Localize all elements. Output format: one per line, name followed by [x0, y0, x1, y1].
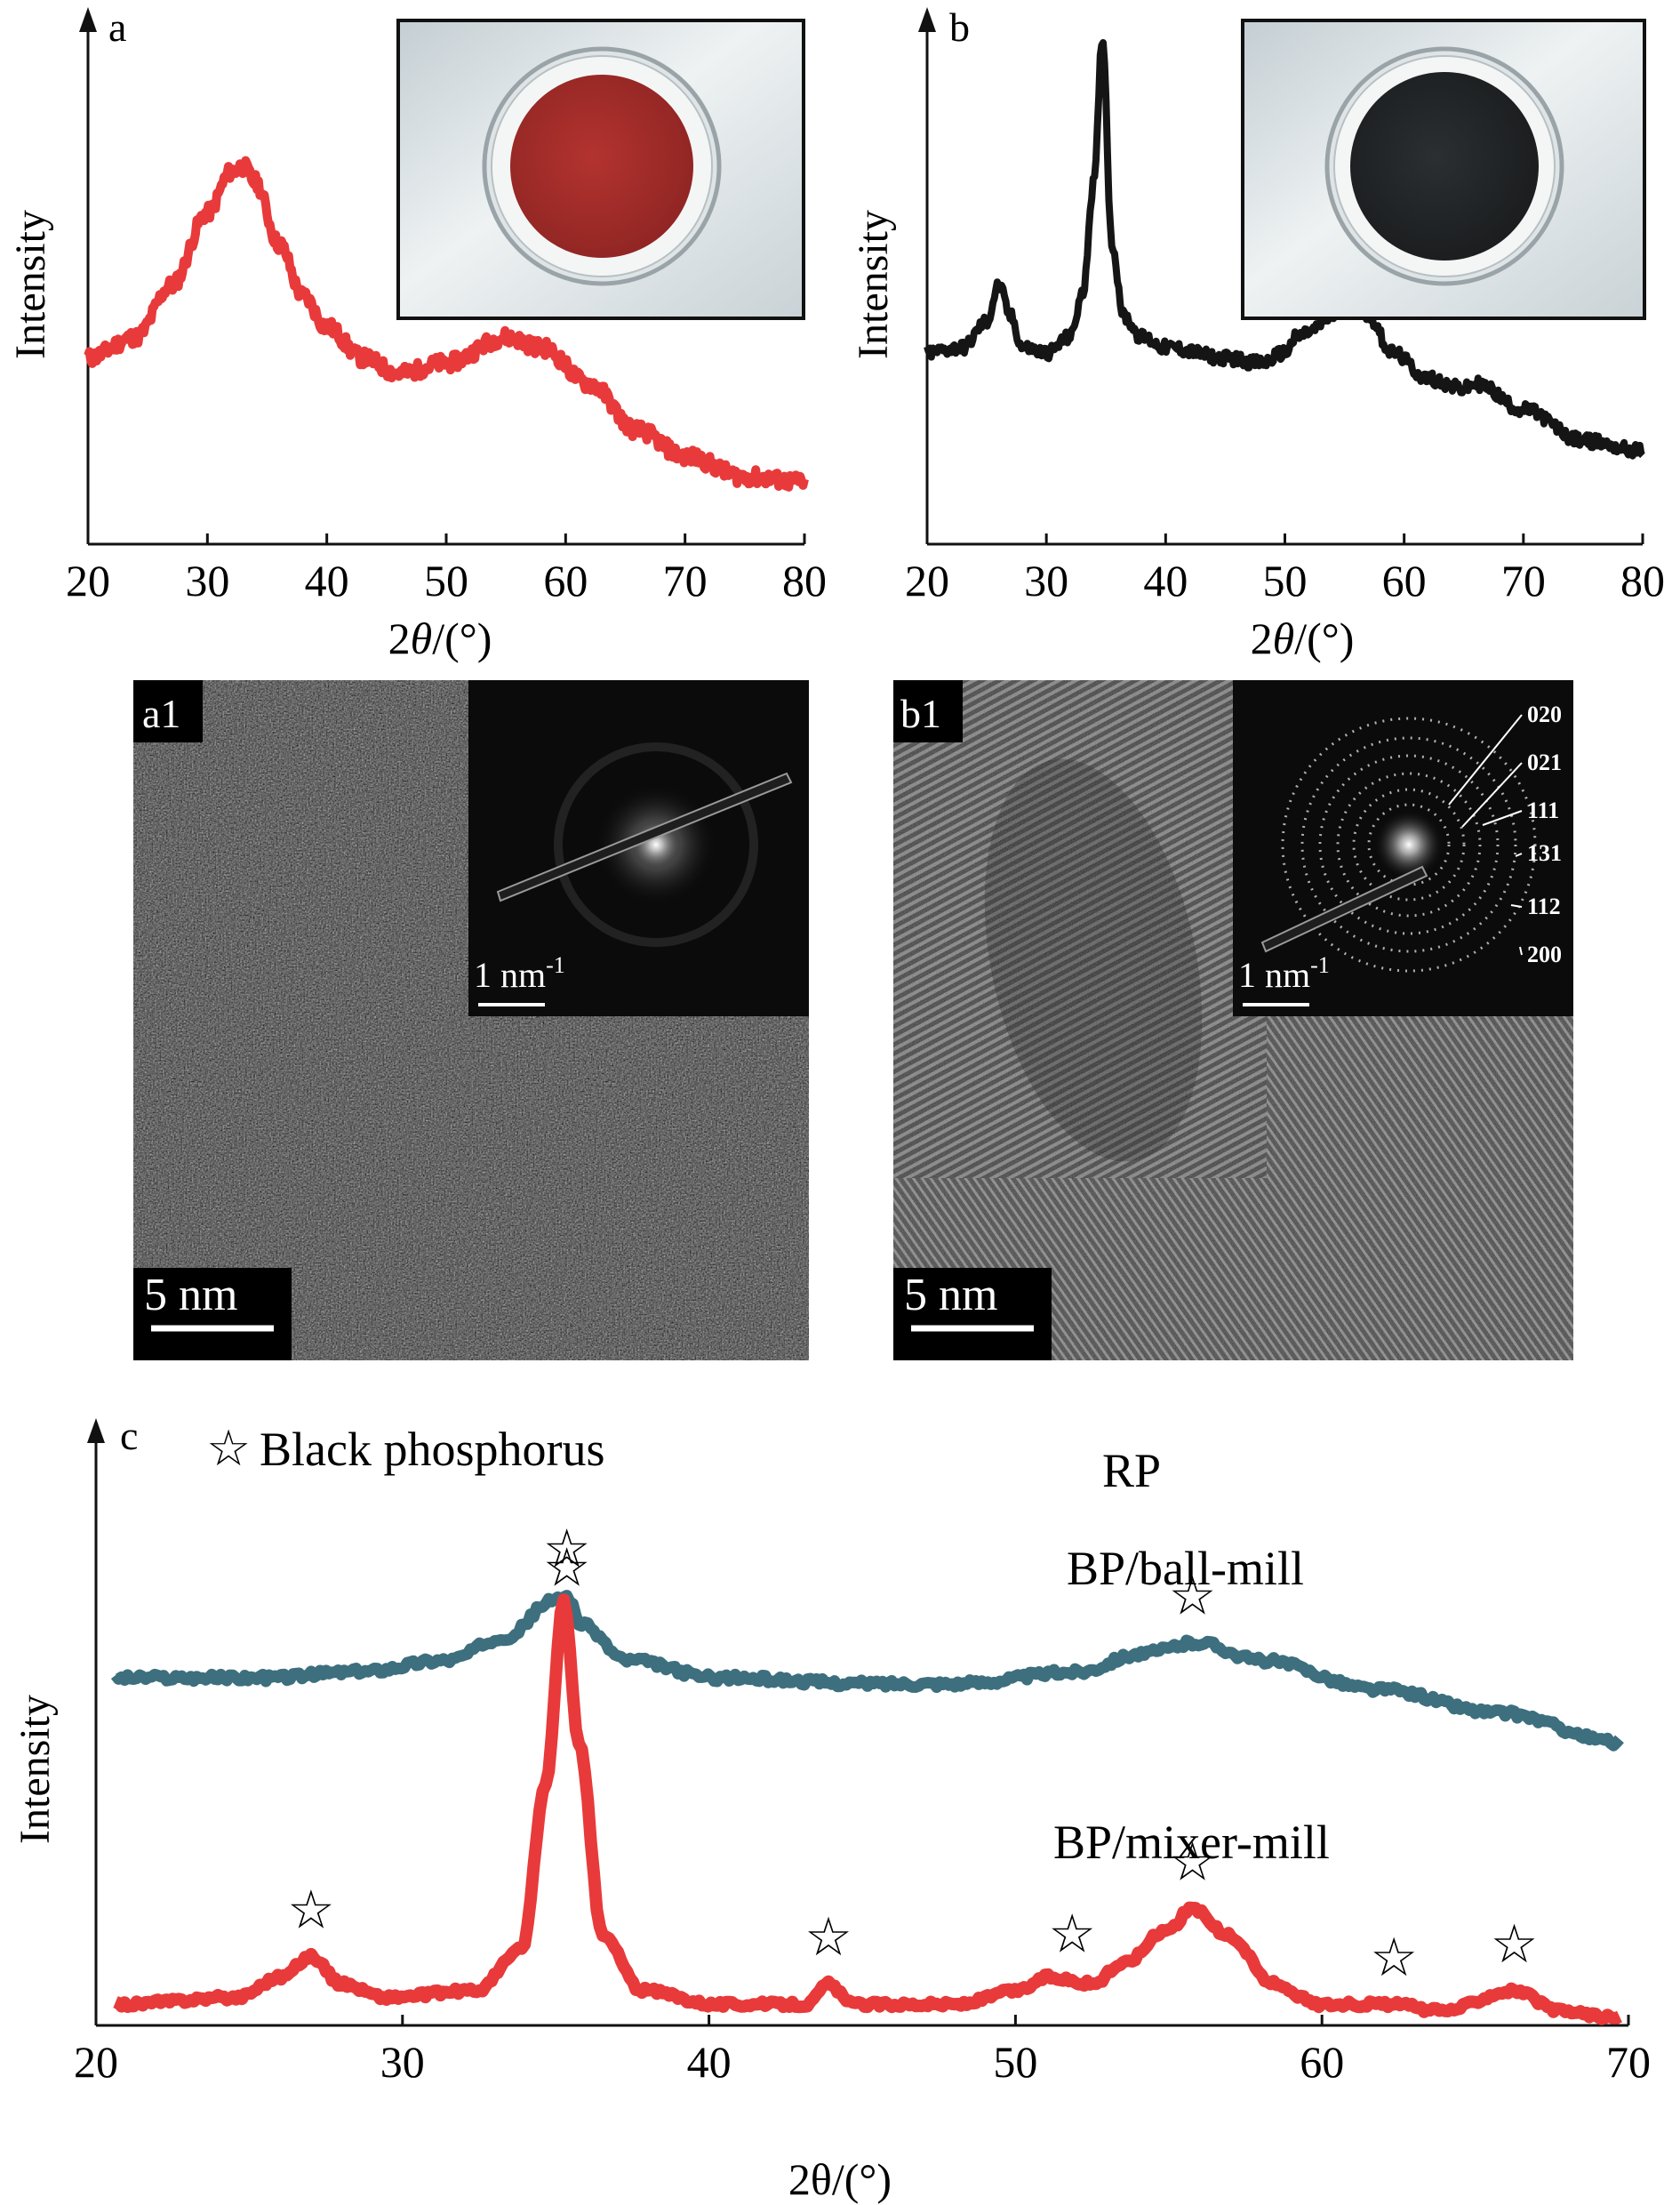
- x-tick-label: 40: [305, 556, 349, 605]
- panel-c-x-ticks: 20 30 40 50 60 70: [74, 2015, 1651, 2087]
- legend-star-icon: ☆: [206, 1422, 251, 1477]
- panel-a1-tem: 1 nm-1 a1 5 nm: [133, 680, 809, 1360]
- saed-ring-labels: 020 021 111 131 112 200: [1448, 702, 1562, 967]
- x-tick-label: 20: [905, 556, 949, 605]
- panel-b: 20 30 40 50 60 70 80 b Intensity 2θ/(°): [850, 4, 1665, 663]
- panel-b-bp-photo: [1241, 19, 1646, 320]
- ring-pointer: [1461, 762, 1523, 828]
- black-phosphorus-star-icon: ☆: [1169, 1832, 1217, 1891]
- panel-a-label: a: [108, 4, 126, 50]
- x-tick-label: 30: [380, 2037, 425, 2087]
- panel-b1-scale-text: 5 nm: [904, 1270, 997, 1320]
- saed-ring: [1300, 736, 1517, 953]
- panel-c-label: c: [120, 1413, 138, 1458]
- saed-rings: [1281, 717, 1537, 973]
- panel-c-y-label: Intensity: [12, 1695, 59, 1844]
- panel-a1-label: a1: [142, 691, 180, 736]
- panel-b-y-label: Intensity: [850, 210, 897, 359]
- x-tick-label: 60: [543, 556, 588, 605]
- beam-stopper-b1: [1260, 865, 1428, 953]
- x-tick-label: 70: [1606, 2037, 1651, 2087]
- panel-c-x-label: 2θ/(°): [788, 2154, 892, 2204]
- ring-label: 021: [1527, 750, 1562, 775]
- bp-powder: [1350, 72, 1539, 261]
- panel-a-rp-photo: [396, 19, 805, 320]
- x-tick-label: 60: [1382, 556, 1427, 605]
- x-tick-label: 30: [1024, 556, 1068, 605]
- x-tick-label: 80: [1620, 556, 1665, 605]
- black-phosphorus-star-icon: ☆: [1370, 1928, 1418, 1987]
- panel-c-y-arrow: [87, 1418, 105, 1443]
- black-phosphorus-star-icon: ☆: [543, 1520, 591, 1579]
- x-tick-label: 50: [993, 2037, 1037, 2087]
- panel-b1-saed-inset: 020 021 111 131 112 200 1 nm-1: [1233, 680, 1573, 1016]
- ring-label: 200: [1527, 942, 1562, 967]
- x-tick-label: 50: [1263, 556, 1308, 605]
- ball-mill-curve: [110, 1590, 1624, 1752]
- ring-pointer: [1515, 853, 1523, 857]
- panel-b-x-ticks: 20 30 40 50 60 70 80: [905, 533, 1665, 605]
- ring-pointer: [1448, 714, 1523, 806]
- panel-a-y-label: Intensity: [7, 210, 54, 359]
- black-phosphorus-star-icon: ☆: [1048, 1905, 1096, 1964]
- x-tick-label: 70: [663, 556, 708, 605]
- x-tick-label: 60: [1300, 2037, 1344, 2087]
- panel-a-x-ticks: 20 30 40 50 60 70 80: [66, 533, 827, 605]
- panel-b-black-curve: [924, 39, 1645, 460]
- panel-a-x-label: 2θ/(°): [388, 613, 492, 663]
- panel-b1-label: b1: [900, 691, 941, 736]
- panel-a1-inset-scale-text: 1 nm-1: [474, 952, 565, 995]
- saed-ring: [1336, 772, 1482, 918]
- x-tick-label: 50: [424, 556, 468, 605]
- ring-pointer: [1519, 946, 1523, 956]
- panel-a1-scale-text: 5 nm: [144, 1270, 237, 1320]
- ring-label: 112: [1527, 894, 1561, 919]
- beam-stopper: [496, 772, 793, 902]
- saed-ring: [1367, 803, 1451, 886]
- x-tick-label: 70: [1501, 556, 1546, 605]
- black-phosphorus-star-icon: ☆: [804, 1908, 852, 1967]
- ring-label: 020: [1527, 702, 1562, 727]
- panel-a: 20 30 40 50 60 70 80 a Intensity 2θ/(°): [7, 4, 827, 663]
- x-tick-label: 40: [1143, 556, 1188, 605]
- black-phosphorus-star-icon: ☆: [287, 1880, 335, 1939]
- panel-b1-tem: 020 021 111 131 112 200 1 nm-1 b1 5 nm: [893, 680, 1573, 1360]
- x-tick-label: 30: [185, 556, 229, 605]
- panel-c-legend: ☆ Black phosphorus: [206, 1422, 604, 1477]
- black-phosphorus-star-icon: ☆: [543, 1538, 591, 1597]
- saed-ring: [1352, 788, 1466, 902]
- mixer-mill-curve: [112, 1593, 1623, 2025]
- rp-powder: [510, 75, 693, 258]
- label-ball-mill: BP/ball-mill: [1067, 1542, 1304, 1595]
- saed-ring: [1318, 754, 1500, 935]
- x-tick-label: 80: [782, 556, 827, 605]
- ring-label: 111: [1527, 798, 1559, 823]
- black-phosphorus-star-icon: ☆: [1169, 1568, 1217, 1626]
- ring-pointer: [1510, 904, 1523, 908]
- panel-b-label: b: [949, 4, 970, 50]
- panel-a1-saed-inset: 1 nm-1: [468, 680, 809, 1016]
- panel-a-y-arrow: [79, 7, 97, 32]
- black-phosphorus-star-icon: ☆: [1491, 1915, 1539, 1974]
- panel-b-y-arrow: [918, 7, 936, 32]
- ring-pointer: [1482, 810, 1523, 826]
- x-tick-label: 20: [74, 2037, 118, 2087]
- panel-a-red-curve: [84, 156, 809, 492]
- label-rp: RP: [1102, 1444, 1161, 1497]
- panel-b-x-label: 2θ/(°): [1251, 613, 1355, 663]
- x-tick-label: 40: [687, 2037, 732, 2087]
- legend-text: Black phosphorus: [260, 1423, 604, 1476]
- ring-label: 131: [1527, 840, 1562, 866]
- star-markers: ☆☆☆☆☆ ☆☆☆ ☆: [287, 1520, 1538, 1988]
- panel-c: 20 30 40 50 60 70 c Intensity 2θ/(°) ☆ Black …: [12, 1413, 1651, 2204]
- panel-b1-inset-scale-text: 1 nm-1: [1238, 952, 1330, 995]
- label-mixer-mill: BP/mixer-mill: [1053, 1816, 1330, 1869]
- x-tick-label: 20: [66, 556, 110, 605]
- saed-ring: [1281, 717, 1537, 973]
